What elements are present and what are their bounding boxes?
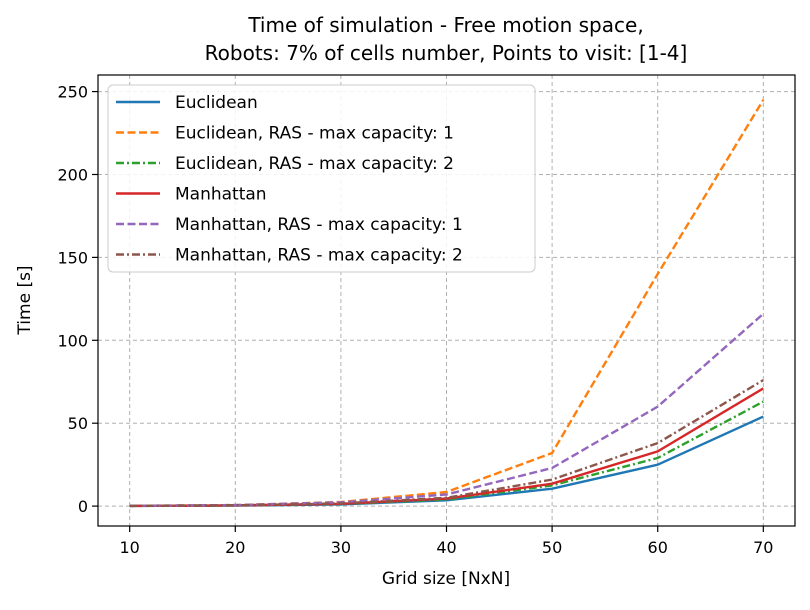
x-tick-label: 60 bbox=[648, 538, 668, 557]
x-tick-label: 30 bbox=[331, 538, 351, 557]
legend-label-1: Euclidean, RAS - max capacity: 1 bbox=[175, 124, 454, 144]
y-tick-label: 200 bbox=[57, 165, 88, 184]
legend: Euclidean Euclidean, RAS - max capacity: … bbox=[107, 84, 536, 273]
legend-label-3: Manhattan bbox=[175, 185, 267, 205]
tick-layer: 10 20 30 40 50 60 70 0 50 100 150 200 250 bbox=[57, 83, 773, 557]
x-tick-label: 10 bbox=[120, 538, 140, 557]
y-tick-label: 50 bbox=[68, 414, 88, 433]
legend-label-4: Manhattan, RAS - max capacity: 1 bbox=[175, 215, 463, 235]
legend-label-5: Manhattan, RAS - max capacity: 2 bbox=[175, 246, 463, 266]
legend-label-2: Euclidean, RAS - max capacity: 2 bbox=[175, 154, 454, 174]
grid-layer bbox=[98, 75, 795, 526]
y-tick-label: 0 bbox=[78, 497, 88, 516]
y-tick-label: 100 bbox=[57, 331, 88, 350]
chart-title-line-1: Time of simulation - Free motion space, bbox=[247, 13, 643, 37]
series-line-5 bbox=[129, 379, 764, 508]
y-tick-label: 150 bbox=[57, 248, 88, 267]
y-axis-label: Time [s] bbox=[15, 265, 35, 335]
legend-box bbox=[107, 84, 536, 273]
x-tick-label: 50 bbox=[542, 538, 562, 557]
x-tick-label: 20 bbox=[225, 538, 245, 557]
series-layer bbox=[129, 99, 765, 508]
x-axis-label: Grid size [NxN] bbox=[382, 569, 510, 589]
y-tick-label: 250 bbox=[57, 83, 88, 102]
series-line-4 bbox=[129, 312, 765, 507]
chart-title-line-2: Robots: 7% of cells number, Points to vi… bbox=[205, 41, 688, 65]
x-tick-label: 40 bbox=[436, 538, 456, 557]
legend-label-0: Euclidean bbox=[175, 93, 258, 113]
x-tick-label: 70 bbox=[753, 538, 773, 557]
